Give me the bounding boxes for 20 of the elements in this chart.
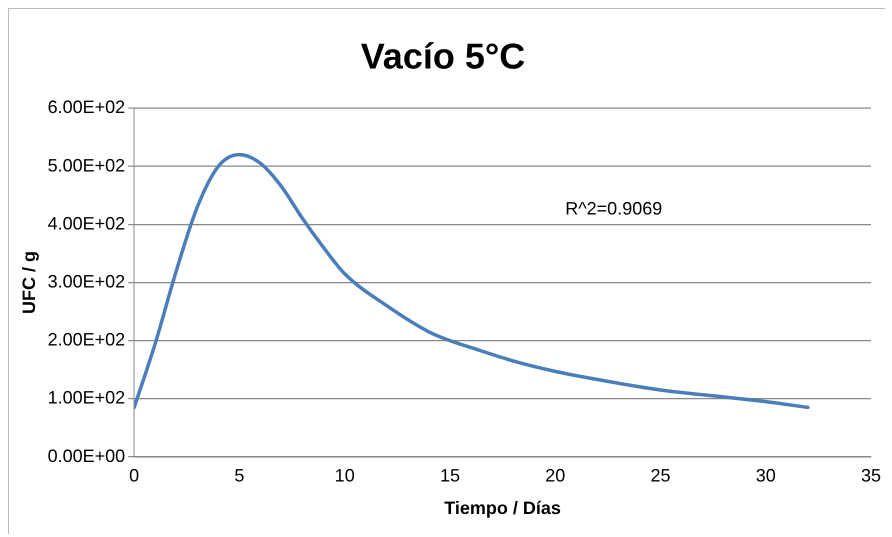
x-axis-title: Tiempo / Días <box>444 498 561 518</box>
y-tick-label: 4.00E+02 <box>48 213 126 234</box>
y-tick-label: 2.00E+02 <box>48 330 126 350</box>
x-tick-label: 0 <box>129 466 140 486</box>
y-axis-title: UFC / g <box>18 251 39 314</box>
y-tick-label: 0.00E+00 <box>48 446 126 466</box>
x-tick-label: 20 <box>545 466 566 486</box>
annotation: R^2=0.9069 <box>565 198 662 218</box>
x-tick-label: 25 <box>650 466 670 486</box>
x-tick-label: 15 <box>440 466 460 486</box>
y-tick-label: 5.00E+02 <box>48 155 126 176</box>
line-series <box>134 152 810 410</box>
y-tick-label: 1.00E+02 <box>48 388 126 408</box>
x-tick-label: 5 <box>234 466 244 486</box>
y-tick-label: 6.00E+02 <box>48 97 126 118</box>
x-tick-label: 10 <box>334 466 355 486</box>
x-tick-label: 30 <box>756 466 776 486</box>
y-tick-label: 3.00E+02 <box>48 271 126 292</box>
x-tick-label: 35 <box>860 466 882 486</box>
chart-title: Vacío 5°C <box>360 36 526 77</box>
